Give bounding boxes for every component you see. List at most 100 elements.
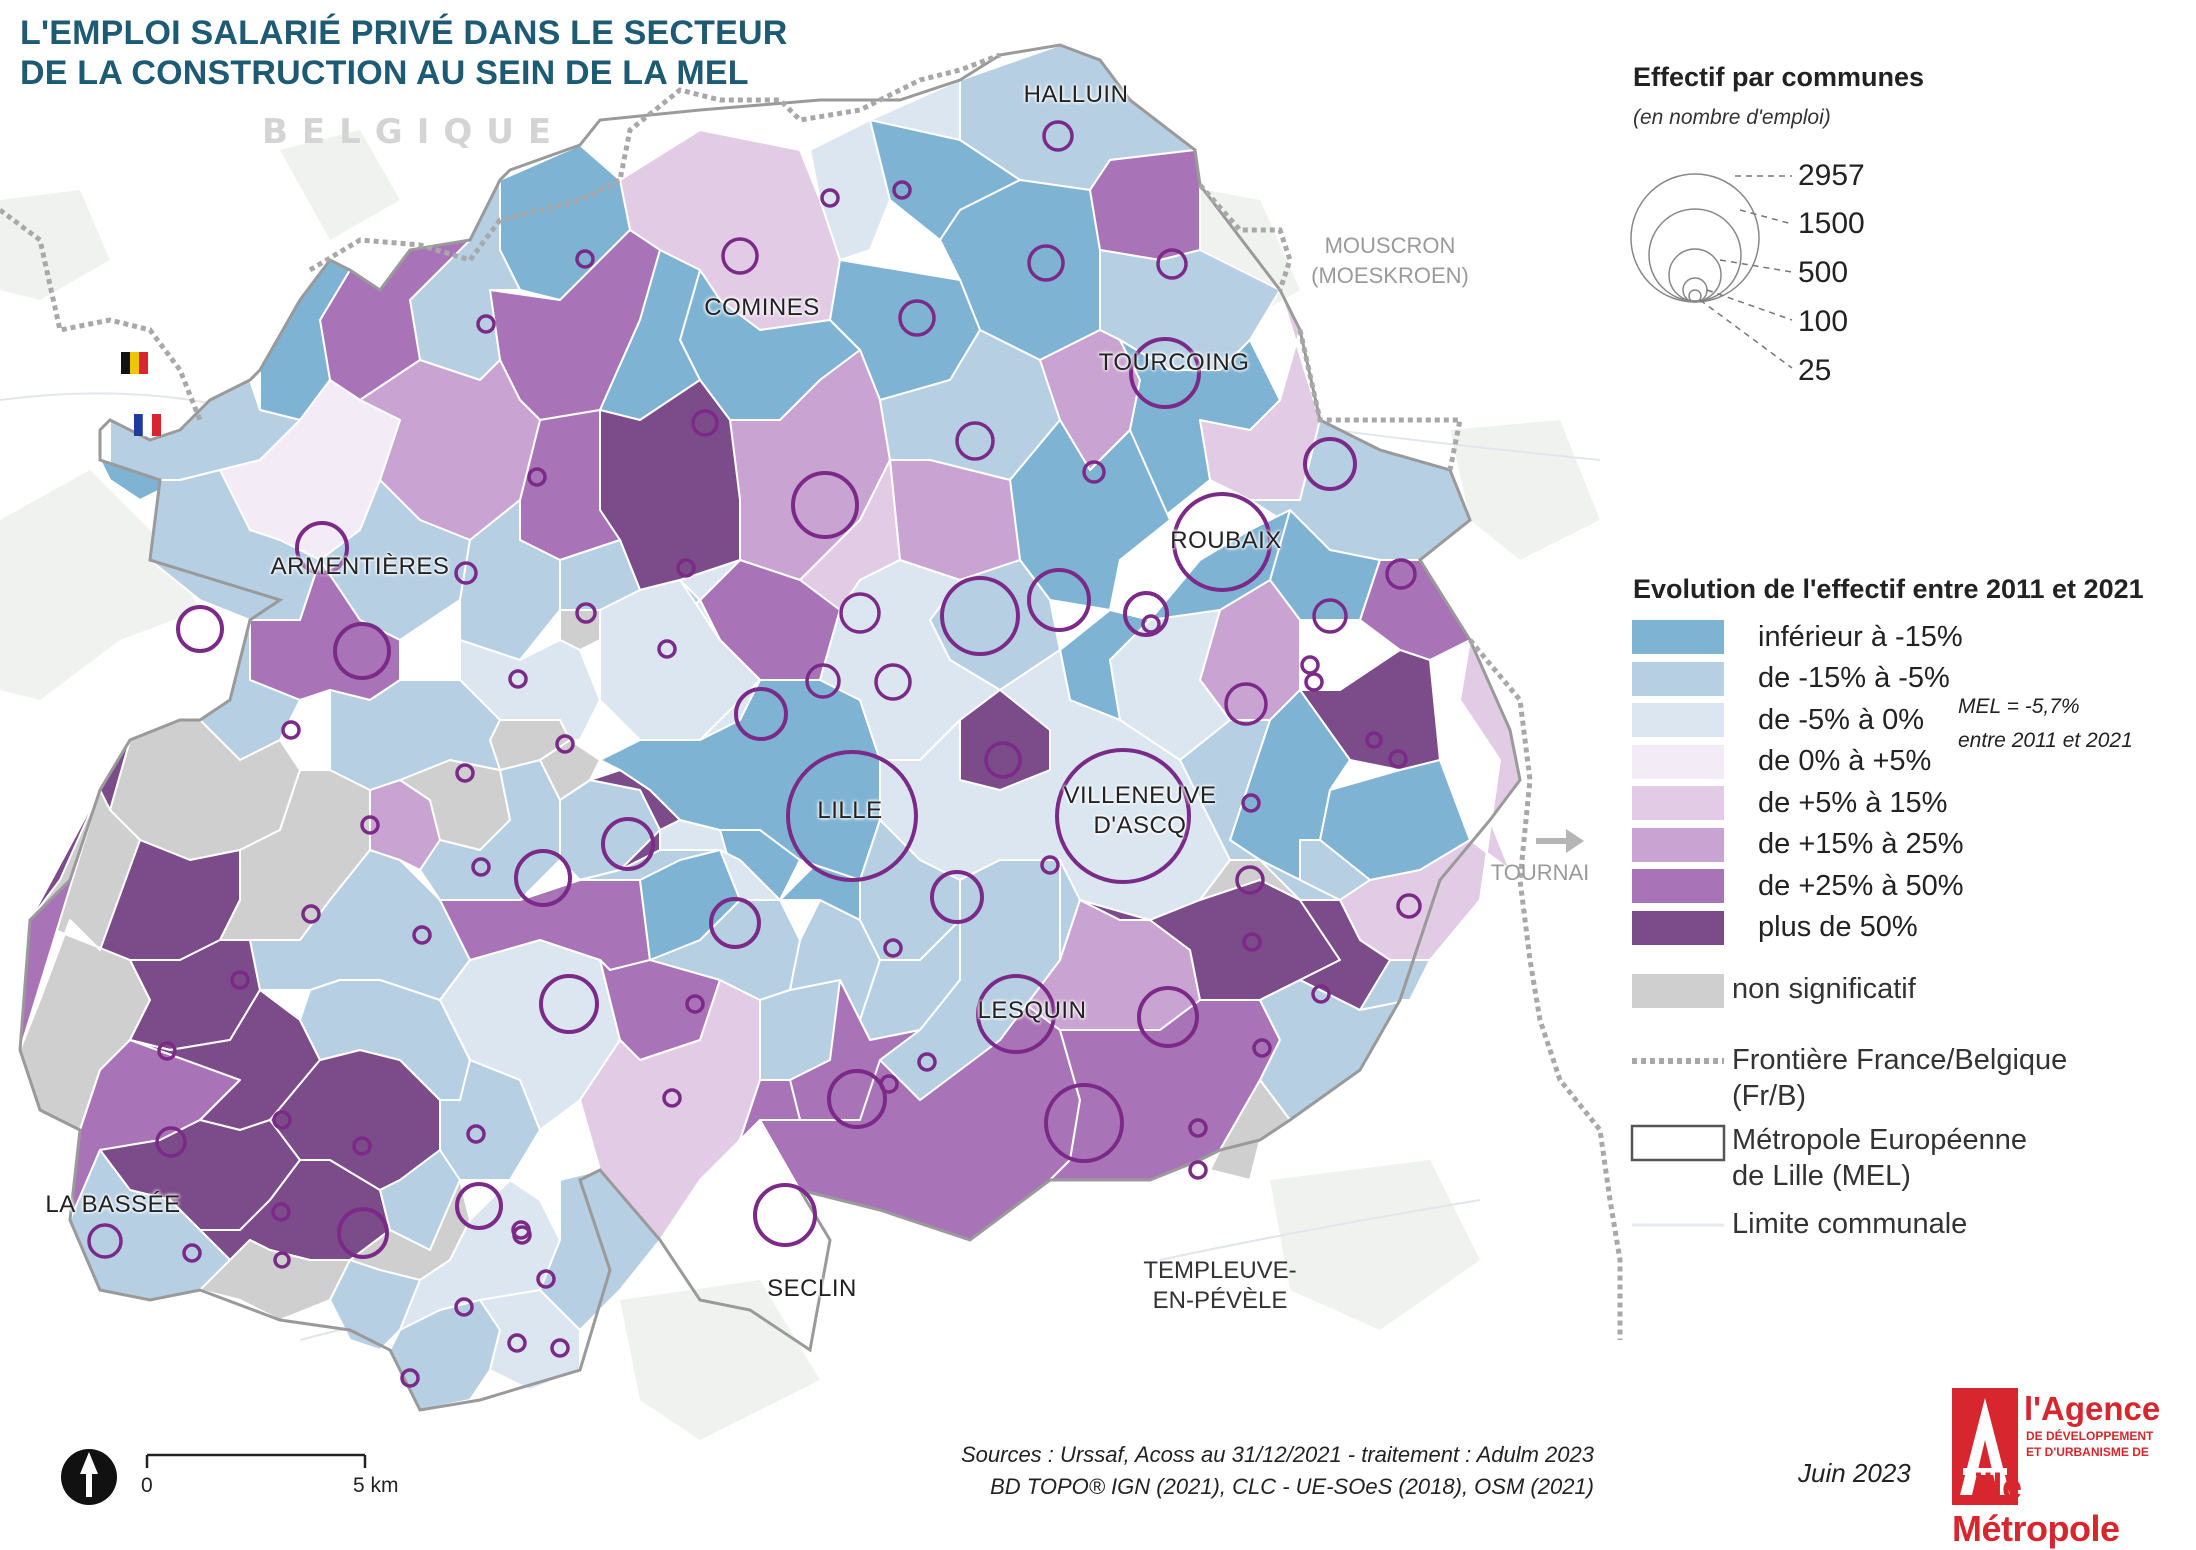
proportional-circle bbox=[333, 622, 391, 680]
legend-mel-note-line-1: MEL = -5,7% bbox=[1958, 695, 2080, 718]
proportional-circle bbox=[508, 669, 528, 689]
proportional-circle bbox=[874, 663, 912, 701]
city-label-lesquin: LESQUIN bbox=[977, 997, 1087, 1024]
legend-non-significant-swatch bbox=[1632, 974, 1724, 1008]
proportional-circle bbox=[337, 1207, 389, 1259]
proportional-circle bbox=[898, 299, 936, 337]
city-label-la-bassee: LA BASSÉE bbox=[45, 1191, 181, 1218]
proportional-circle bbox=[539, 974, 599, 1034]
scale-bar bbox=[145, 1453, 367, 1468]
legend-size-label-500: 500 bbox=[1798, 256, 1849, 289]
commune-polygon bbox=[879, 859, 1061, 1101]
scale-label-5km: 5 km bbox=[353, 1474, 399, 1497]
legend-border-label-line-1: Frontière France/Belgique bbox=[1732, 1044, 2068, 1076]
proportional-circle bbox=[301, 904, 321, 924]
place-label-mouscron-line-1: MOUSCRON bbox=[1324, 233, 1456, 258]
legend-class-label: de -5% à 0% bbox=[1758, 703, 1925, 736]
legend-mel-note-line-2: entre 2011 et 2021 bbox=[1958, 729, 2133, 752]
legend-class-row: de +15% à 25% bbox=[1632, 826, 1964, 864]
proportional-circle bbox=[1156, 248, 1188, 280]
place-label-templeuve-line-1: TEMPLEUVE- bbox=[1143, 1257, 1297, 1284]
proportional-circle bbox=[1365, 731, 1383, 749]
proportional-circle bbox=[1042, 120, 1074, 152]
proportional-circle bbox=[507, 1333, 527, 1353]
proportional-circle bbox=[734, 687, 788, 741]
legend-size-label-2957: 2957 bbox=[1798, 159, 1865, 192]
proportional-circle bbox=[575, 602, 597, 624]
proportional-circle bbox=[466, 1124, 486, 1144]
place-label-templeuve-line-2: EN-PÉVÈLE bbox=[1152, 1287, 1288, 1314]
legend-circle-25 bbox=[1688, 289, 1702, 303]
proportional-circle bbox=[295, 521, 349, 575]
legend-class-swatch bbox=[1632, 744, 1724, 779]
proportional-circle bbox=[1027, 568, 1091, 632]
commune-polygon bbox=[739, 1079, 801, 1141]
proportional-circle bbox=[1385, 558, 1417, 590]
legend-class-label: de -15% à -5% bbox=[1758, 662, 1950, 694]
legend-size-subtitle: (en nombre d'emploi) bbox=[1633, 106, 1831, 129]
proportional-circle bbox=[273, 1251, 291, 1269]
sources-line-2: BD TOPO® IGN (2021), CLC - UE-SOeS (2018… bbox=[990, 1474, 1594, 1499]
commune-polygon bbox=[639, 849, 741, 961]
legend-border-label-line-2: (Fr/B) bbox=[1732, 1080, 1807, 1112]
date-label: Juin 2023 bbox=[1798, 1458, 1911, 1488]
legend-class-list: inférieur à -15% de -15% à -5% de -5% à 0%… bbox=[1632, 618, 2192, 1018]
proportional-circle bbox=[1044, 1083, 1124, 1163]
proportional-circle bbox=[657, 639, 677, 659]
legend-lines bbox=[1630, 1058, 1726, 1227]
legend-class-row: de +25% à 50% bbox=[1632, 867, 1964, 905]
proportional-circle bbox=[1040, 855, 1060, 875]
legend-class-row: de -15% à -5% bbox=[1632, 660, 1950, 698]
legend-class-row: plus de 50% bbox=[1632, 909, 1918, 947]
legend-mel-sample bbox=[1630, 1124, 1726, 1162]
legend-mel-label: Métropole Européenne de Lille (MEL) bbox=[1732, 1122, 2027, 1194]
proportional-circle bbox=[157, 1041, 177, 1061]
proportional-circles bbox=[87, 120, 1422, 1388]
commune-polygons bbox=[19, 44, 1521, 1411]
proportional-circle bbox=[805, 663, 841, 699]
legend-class-row: de 0% à +5% bbox=[1632, 743, 1931, 781]
commune-polygon bbox=[329, 679, 501, 791]
proportional-circle bbox=[676, 558, 696, 578]
france-flag-icon bbox=[134, 413, 161, 437]
legend-mel-label-line-2: de Lille (MEL) bbox=[1732, 1160, 1911, 1192]
legend-class-label: inférieur à -15% bbox=[1758, 620, 1963, 653]
proportional-circle bbox=[691, 409, 719, 437]
proportional-circle bbox=[1141, 614, 1161, 634]
proportional-circle bbox=[1123, 591, 1169, 637]
proportional-circle bbox=[883, 938, 903, 958]
proportional-circle bbox=[536, 1269, 556, 1289]
legend-class-swatch bbox=[1632, 910, 1724, 945]
legend-circle-1500 bbox=[1648, 208, 1742, 302]
proportional-circle bbox=[455, 1182, 503, 1230]
place-label-mouscron-line-2: (MOESKROEN) bbox=[1311, 263, 1469, 288]
city-label-armentieres: ARMENTIÈRES bbox=[270, 553, 450, 580]
proportional-circle bbox=[412, 925, 432, 945]
proportional-circle bbox=[892, 180, 912, 200]
proportional-circle bbox=[1303, 437, 1357, 491]
proportional-circle bbox=[1137, 986, 1199, 1048]
legend-size-label-25: 25 bbox=[1798, 354, 1832, 387]
commune-polygon bbox=[889, 459, 1021, 581]
proportional-circle bbox=[709, 897, 761, 949]
commune-polygon bbox=[149, 469, 321, 621]
commune-polygon bbox=[599, 559, 761, 741]
legend-class-row: de -5% à 0% bbox=[1632, 701, 1924, 739]
proportional-circle bbox=[454, 1297, 474, 1317]
proportional-circle bbox=[230, 970, 250, 990]
proportional-circle bbox=[512, 1225, 532, 1245]
proportional-circle bbox=[575, 249, 595, 269]
legend-class-swatch bbox=[1632, 661, 1724, 696]
proportional-circle bbox=[1188, 1118, 1208, 1138]
proportional-circle bbox=[940, 576, 1020, 656]
proportional-circle bbox=[955, 421, 995, 461]
proportional-circle bbox=[820, 188, 840, 208]
proportional-circle bbox=[976, 974, 1056, 1054]
city-label-roubaix: ROUBAIX bbox=[1170, 527, 1282, 554]
city-label-lille: LILLE bbox=[817, 797, 883, 824]
legend-class-label: de +25% à 50% bbox=[1758, 869, 1964, 902]
proportional-circle bbox=[352, 1136, 372, 1156]
legend-class-row: inférieur à -15% bbox=[1632, 618, 1963, 656]
legend-evolution-title: Evolution de l'effectif entre 2011 et 20… bbox=[1633, 574, 2144, 604]
